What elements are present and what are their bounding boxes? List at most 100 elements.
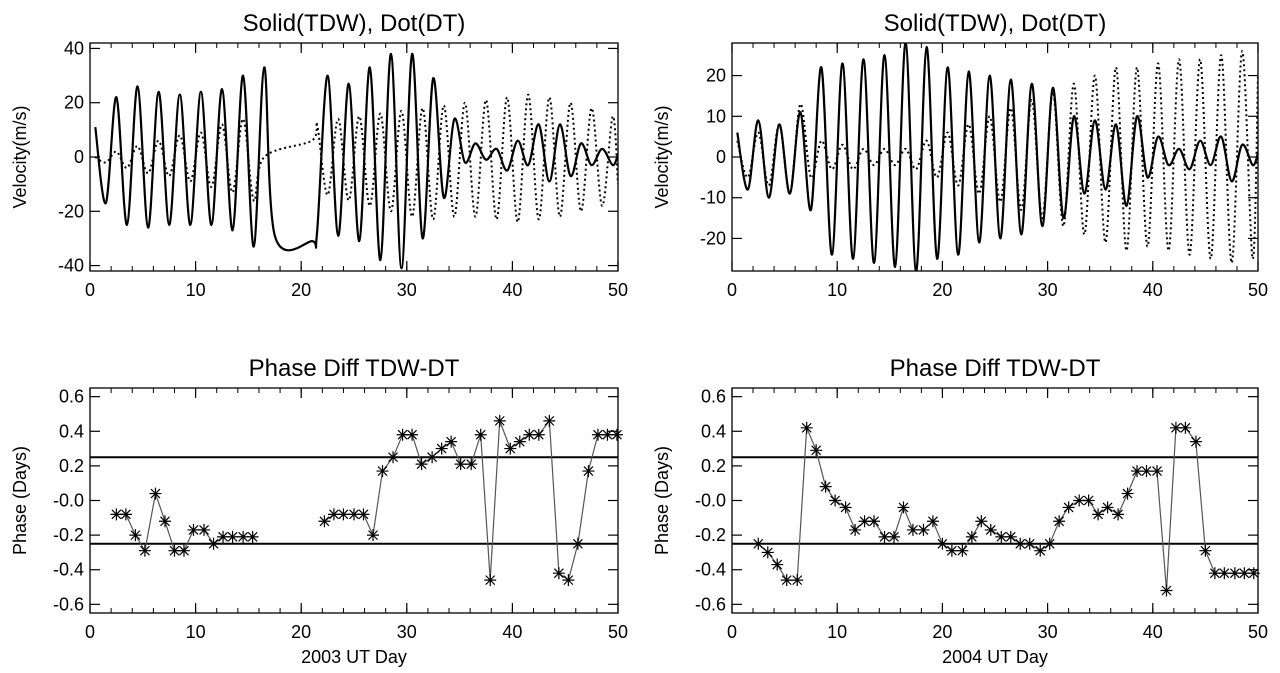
series-line-tdw [94,52,618,270]
y-tick-label: -40 [58,256,84,276]
data-point [415,458,428,471]
data-point [226,530,239,543]
y-tick-label: 20 [706,66,726,86]
data-point [357,508,370,521]
data-point [610,428,623,441]
data-point [1228,567,1241,580]
data-point [1014,537,1027,550]
data-point [426,451,439,464]
data-point [1004,530,1017,543]
data-point [810,444,823,457]
y-tick-label: -0.4 [695,560,726,580]
data-point [926,515,939,528]
data-point [327,508,340,521]
data-point [975,515,988,528]
data-point [1140,465,1153,478]
data-point [198,523,211,536]
data-point [387,451,400,464]
data-point [752,537,765,550]
data-point [1247,567,1260,580]
series-line-tdw [736,43,1258,271]
data-point [562,574,575,587]
data-point [168,544,181,557]
data-point [1082,494,1095,507]
data-point [888,530,901,543]
plot-frame [89,387,619,614]
data-point [474,428,487,441]
x-tick-label: 0 [85,280,95,300]
y-tick-label: -0.6 [53,594,84,614]
data-point [771,558,784,571]
data-point [348,508,360,521]
data-point [1160,584,1173,597]
x-tick-label: 10 [827,622,847,642]
data-point [1218,567,1231,580]
data-point [601,428,614,441]
data-point [878,530,891,543]
chart-panel-2: Solid(TDW), Dot(DT) 0 10 20 30 40 50 -20 -10 0 10 2… [652,10,1268,300]
y-tick-label: -0.6 [695,594,726,614]
y-tick-label: 0.6 [59,387,84,407]
x-tick-label: 20 [291,280,311,300]
data-point [552,567,565,580]
data-point [780,574,793,587]
data-point [1023,537,1036,550]
x-axis-label: 2004 UT Day [942,647,1048,667]
x-tick-label: 10 [186,280,206,300]
y-tick-label: -10 [700,188,726,208]
y-tick-label: 20 [64,93,84,113]
x-tick-label: 50 [608,280,628,300]
x-tick-label: 20 [932,280,952,300]
y-tick-label: -0.0 [53,491,84,511]
data-point [995,530,1008,543]
y-tick-label: -20 [58,201,84,221]
data-point [367,529,380,542]
x-tick-label: 50 [1248,622,1268,642]
x-tick-label: 10 [186,622,206,642]
data-point [138,544,151,557]
y-axis-label: Phase (Days) [10,446,30,555]
x-tick-label: 30 [397,280,417,300]
data-point [956,544,969,557]
data-point [897,501,910,514]
data-point [1189,435,1202,448]
data-point [1238,567,1251,580]
data-point [1101,501,1114,514]
x-tick-label: 50 [608,622,628,642]
series-line-2 [324,419,617,582]
data-point [493,414,506,427]
data-point [965,530,978,543]
series-line-dt [94,93,618,224]
chart-title: Phase Diff TDW-DT [249,355,460,382]
data-point [454,458,467,471]
x-tick-label: 40 [502,622,522,642]
data-point [800,421,813,434]
x-tick-label: 0 [727,280,737,300]
y-tick-label: -0.2 [53,525,84,545]
data-point [396,428,409,441]
data-point [1169,421,1182,434]
data-point [917,523,930,536]
data-point [858,515,871,528]
y-tick-label: 0.2 [701,456,726,476]
data-point [839,501,852,514]
chart-panel-4: Phase Diff TDW-DT 0 10 20 30 40 50 -0.6 -0.4 -0.2… [652,355,1268,667]
y-axis-label: Velocity(m/s) [652,105,672,208]
chart-panel-3: Phase Diff TDW-DT 0 10 20 30 40 50 -0.6 -0.4 -0.2… [10,355,628,667]
data-point [337,508,350,521]
data-point [849,523,862,536]
data-point [906,523,919,536]
data-point [1199,544,1212,557]
data-point [571,537,584,550]
data-point [761,546,774,559]
data-point [1151,465,1164,478]
y-tick-label: 0 [716,147,726,167]
chart-panel-1: Solid(TDW), Dot(DT) 0 10 20 30 40 50 -40 -20 0 20 4… [10,10,628,300]
y-tick-label: -0.2 [695,525,726,545]
data-point [110,508,123,521]
data-point [376,465,389,478]
data-point [582,465,595,478]
y-axis-label: Velocity(m/s) [10,105,30,208]
x-tick-label: 30 [1038,280,1058,300]
